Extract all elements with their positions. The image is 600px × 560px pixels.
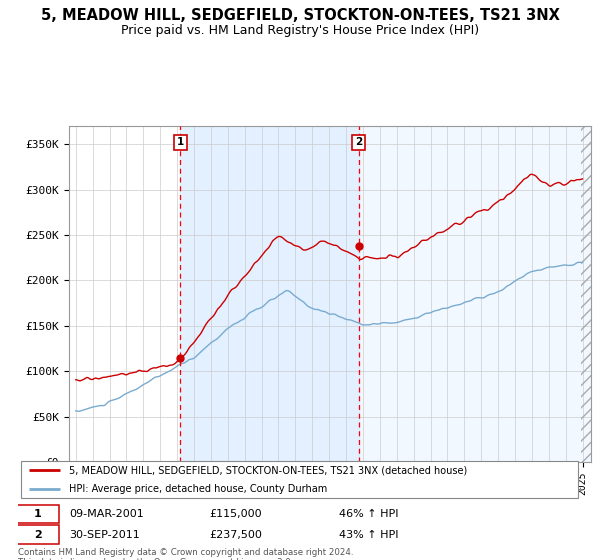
Text: 5, MEADOW HILL, SEDGEFIELD, STOCKTON-ON-TEES, TS21 3NX (detached house): 5, MEADOW HILL, SEDGEFIELD, STOCKTON-ON-… — [69, 465, 467, 475]
Text: £237,500: £237,500 — [210, 530, 263, 540]
Text: HPI: Average price, detached house, County Durham: HPI: Average price, detached house, Coun… — [69, 484, 327, 493]
Text: 30-SEP-2011: 30-SEP-2011 — [69, 530, 140, 540]
Text: 1: 1 — [34, 508, 41, 519]
FancyBboxPatch shape — [17, 525, 59, 544]
Bar — [581, 126, 600, 462]
FancyBboxPatch shape — [17, 505, 59, 523]
Bar — [581, 126, 599, 462]
Bar — [181, 126, 359, 462]
Text: 2: 2 — [355, 137, 362, 147]
Text: £115,000: £115,000 — [210, 508, 262, 519]
Text: 43% ↑ HPI: 43% ↑ HPI — [340, 530, 399, 540]
Text: 09-MAR-2001: 09-MAR-2001 — [69, 508, 143, 519]
Text: 1: 1 — [177, 137, 184, 147]
Text: 5, MEADOW HILL, SEDGEFIELD, STOCKTON-ON-TEES, TS21 3NX: 5, MEADOW HILL, SEDGEFIELD, STOCKTON-ON-… — [41, 8, 559, 24]
Text: Contains HM Land Registry data © Crown copyright and database right 2024.
This d: Contains HM Land Registry data © Crown c… — [18, 548, 353, 560]
Text: Price paid vs. HM Land Registry's House Price Index (HPI): Price paid vs. HM Land Registry's House … — [121, 24, 479, 36]
Text: 46% ↑ HPI: 46% ↑ HPI — [340, 508, 399, 519]
Bar — [359, 126, 599, 462]
FancyBboxPatch shape — [21, 461, 578, 498]
Text: 2: 2 — [34, 530, 41, 540]
